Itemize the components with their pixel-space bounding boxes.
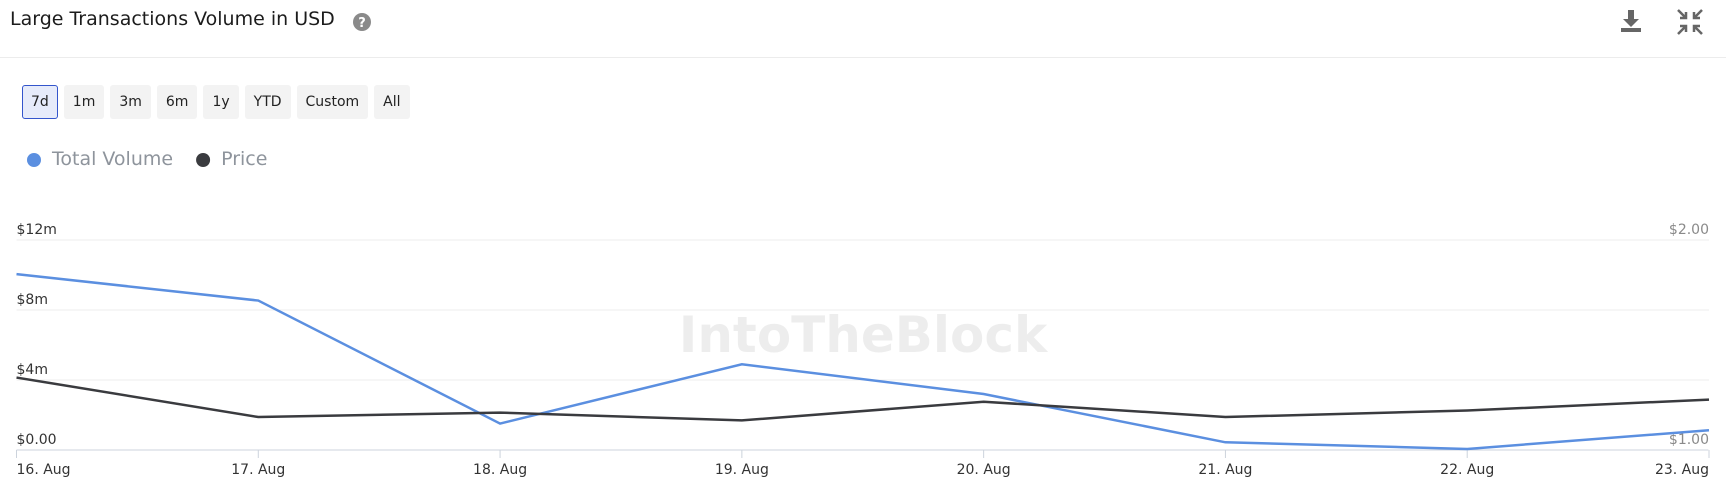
title: Large Transactions Volume in USD: [10, 8, 335, 30]
svg-text:?: ?: [358, 16, 366, 31]
x-tick-label: 21. Aug: [1198, 462, 1252, 478]
watermark: IntoTheBlock: [679, 306, 1049, 364]
range-button[interactable]: All: [374, 85, 410, 119]
toolbar-icons: [1621, 9, 1703, 35]
range-button[interactable]: 3m: [110, 85, 151, 119]
range-button[interactable]: 6m: [156, 85, 198, 119]
range-button[interactable]: Custom: [296, 85, 369, 119]
y-tick-label: $4m: [17, 362, 48, 378]
range-button[interactable]: 7d: [22, 85, 58, 119]
x-tick-label: 19. Aug: [715, 462, 769, 478]
range-buttons: 7d 1m 3m 6m 1y YTD Custom All: [22, 85, 410, 119]
x-tick-label: 23. Aug: [1655, 462, 1709, 478]
series-line: [16, 272, 1710, 451]
legend-marker: [196, 153, 211, 167]
range-button[interactable]: YTD: [244, 85, 291, 119]
range-button[interactable]: 1m: [63, 85, 105, 119]
legend-label: Price: [221, 148, 267, 170]
range-button[interactable]: 1y: [203, 85, 239, 119]
y2-tick-label: $2.00: [1669, 222, 1709, 238]
collapse-icon[interactable]: [1677, 9, 1703, 35]
help-icon[interactable]: ?: [352, 12, 372, 32]
x-tick-label: 17. Aug: [231, 462, 285, 478]
y-tick-label: $8m: [17, 292, 48, 308]
legend-label: Total Volume: [51, 148, 173, 170]
y-tick-label: $12m: [17, 222, 57, 238]
y2-tick-label: $1.00: [1669, 432, 1709, 448]
x-tick-label: 16. Aug: [17, 462, 71, 478]
x-tick-label: 22. Aug: [1440, 462, 1494, 478]
download-icon[interactable]: [1621, 10, 1641, 32]
legend-marker: [27, 153, 41, 167]
x-tick-label: 18. Aug: [473, 462, 527, 478]
header: Large Transactions Volume in USD ?: [0, 0, 1726, 58]
x-tick-label: 20. Aug: [957, 462, 1011, 478]
series-line: [16, 376, 1710, 422]
y-tick-label: $0.00: [17, 432, 57, 448]
